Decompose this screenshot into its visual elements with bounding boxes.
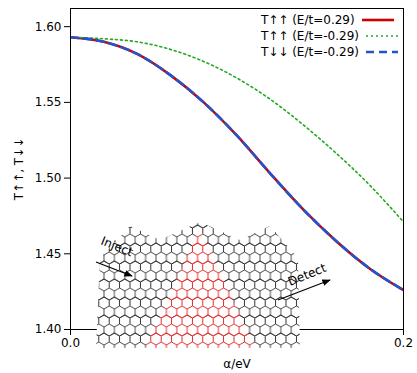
svg-text:1.50: 1.50 xyxy=(35,171,62,185)
svg-text:1.60: 1.60 xyxy=(35,20,62,34)
html-text:T↑↑ (E/t=-0.29): T↑↑ (E/t=-0.29) xyxy=(260,29,359,43)
svg-text:T↑↑, T↓↓: T↑↑, T↓↓ xyxy=(12,138,26,202)
html-text:T↑↑ (E/t=0.29): T↑↑ (E/t=0.29) xyxy=(260,13,355,27)
svg-text:Inject: Inject xyxy=(99,234,135,260)
svg-text:Detect: Detect xyxy=(286,261,329,289)
svg-text:1.45: 1.45 xyxy=(35,247,62,261)
svg-text:1.40: 1.40 xyxy=(35,322,62,336)
svg-text:0.0: 0.0 xyxy=(61,336,80,350)
svg-text:1.55: 1.55 xyxy=(35,95,62,109)
html-text:T↓↓ (E/t=-0.29): T↓↓ (E/t=-0.29) xyxy=(260,45,359,59)
svg-text:0.1: 0.1 xyxy=(227,336,246,350)
svg-text:α/eV: α/eV xyxy=(223,357,251,371)
svg-text:0.2: 0.2 xyxy=(394,336,413,350)
